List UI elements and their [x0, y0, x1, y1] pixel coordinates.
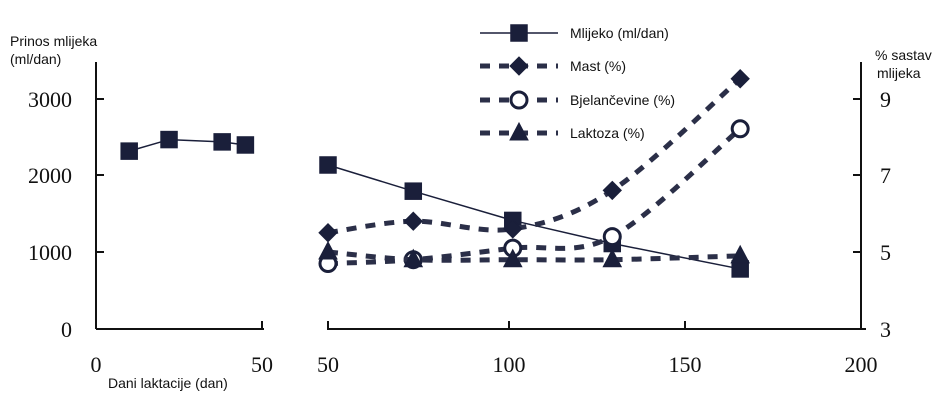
series-mlijeko-ml-dan-line-right — [327, 164, 741, 270]
series-mast-point-0 — [318, 223, 338, 243]
series-layer — [120, 69, 751, 278]
series-laktoza-point-1 — [403, 248, 424, 268]
y-tick-label-left-1000: 1000 — [28, 240, 72, 265]
series-laktoza-point-2 — [502, 248, 523, 268]
series-laktoza-point-3 — [602, 248, 623, 268]
series-mlijeko-ml-dan-point-2 — [213, 133, 231, 151]
series-bjelan-evine-point-4 — [730, 119, 750, 139]
series-mast-point-4 — [730, 69, 750, 89]
y-tick-label-left-2000: 2000 — [28, 163, 72, 188]
legend-item-mlijeko-ml-dan: Mlijeko (ml/dan) — [480, 24, 669, 42]
series-bjelan-evine-point-3 — [602, 227, 622, 247]
y-axis-right-label-line2: mlijeka — [877, 65, 921, 81]
series-mlijeko-ml-dan-point-3 — [236, 136, 255, 154]
y-tick-label-right-9: 9 — [880, 87, 891, 112]
x-tick-label-right-200: 200 — [845, 352, 878, 377]
y-tick-label-right-7: 7 — [880, 163, 891, 188]
series-mast-point-2 — [503, 219, 523, 239]
series-laktoza-line — [327, 249, 741, 263]
x-ticks: 0 50 50 100 150 200 — [91, 321, 878, 377]
y-tick-label-left-3000: 3000 — [28, 87, 72, 112]
y-axis-left-label-line2: (ml/dan) — [10, 51, 61, 67]
legend-mlijeko-ml-dan-label: Mlijeko (ml/dan) — [570, 25, 669, 41]
x-tick-label-right-50: 50 — [317, 352, 339, 377]
legend-bjelan-evine-marker — [509, 90, 529, 110]
series-mast-point-1 — [403, 211, 423, 231]
legend-item-laktoza: Laktoza (%) — [480, 121, 645, 141]
series-laktoza-point-0 — [318, 240, 338, 260]
legend-mast-marker — [509, 56, 529, 76]
series-mlijeko-ml-dan-point-0 — [120, 142, 138, 160]
legend-item-mast: Mast (%) — [480, 56, 626, 76]
series-laktoza-point-4 — [730, 244, 751, 264]
legend-laktoza-marker — [509, 121, 529, 141]
x-axis-label: Dani laktacije (dan) — [108, 375, 228, 391]
y-ticks-right: 3 5 7 9 — [853, 87, 891, 342]
series-mlijeko-ml-dan-point-5 — [404, 182, 423, 200]
series-bjelan-evine-line — [327, 126, 742, 267]
series-mlijeko-ml-dan-point-1 — [160, 130, 178, 149]
y-tick-label-right-3: 3 — [880, 317, 891, 342]
series-mlijeko-ml-dan-point-4 — [319, 156, 337, 174]
y-tick-label-right-5: 5 — [880, 240, 891, 265]
legend-mast-label: Mast (%) — [570, 58, 626, 74]
y-ticks-left: 0 1000 2000 3000 — [28, 87, 104, 342]
x-tick-label-right-150: 150 — [669, 352, 702, 377]
series-mast-point-3 — [602, 180, 622, 201]
y-axis-left-label-line1: Prinos mlijeka — [10, 33, 97, 49]
legend-item-bjelan-evine: Bjelančevine (%) — [480, 90, 675, 110]
legend-bjelan-evine-label: Bjelančevine (%) — [570, 92, 675, 108]
legend-mlijeko-ml-dan-marker — [510, 24, 528, 42]
series-mlijeko-ml-dan-line-left — [128, 138, 246, 152]
x-tick-label-left-0: 0 — [91, 352, 102, 377]
x-tick-label-left-50: 50 — [251, 352, 273, 377]
x-tick-label-right-100: 100 — [493, 352, 526, 377]
legend: Mlijeko (ml/dan) Mast (%) Bjelančevine (%)… — [480, 24, 675, 141]
series-mast-line — [327, 76, 742, 236]
legend-laktoza-label: Laktoza (%) — [570, 125, 645, 141]
y-axis-right-label-line1: % sastav — [875, 47, 932, 63]
y-tick-label-left-0: 0 — [61, 317, 72, 342]
